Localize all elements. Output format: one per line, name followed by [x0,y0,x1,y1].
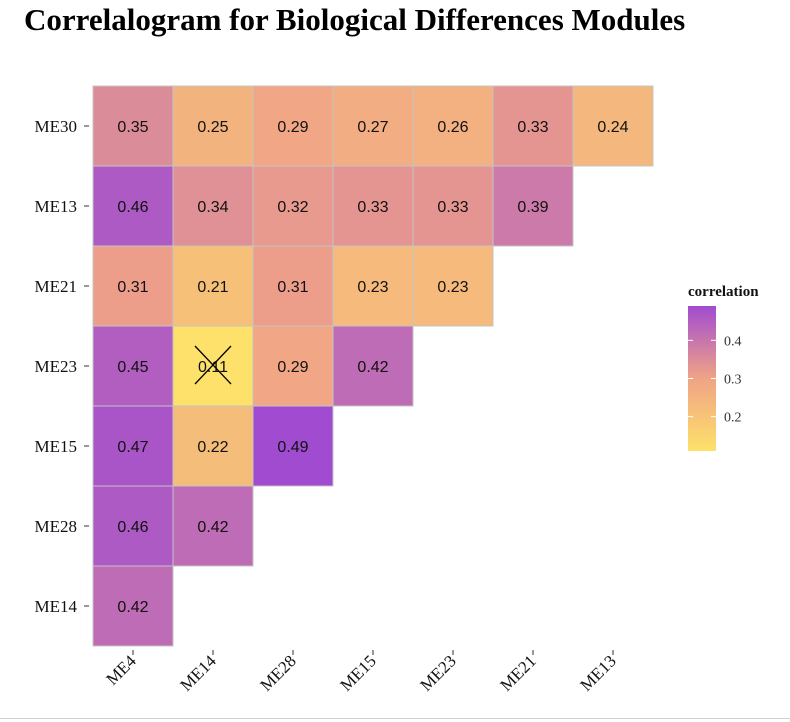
cell-value-label: 0.46 [117,199,148,216]
cell-value-label: 0.33 [357,199,388,216]
x-tick-label: ME15 [336,651,379,694]
heatmap-cell [332,245,414,327]
x-tick-label: ME28 [256,651,299,694]
legend-tick-label: 0.4 [724,334,742,349]
cell-value-label: 0.39 [517,199,548,216]
heatmap-cell [92,565,174,647]
chart-title: Correlalogram for Biological Differences… [24,2,686,37]
heatmap-cell [172,325,254,407]
heatmap-cell [172,485,254,567]
y-tick-label: ME13 [35,197,78,216]
y-tick-label: ME15 [35,437,78,456]
cell-value-label: 0.34 [197,199,228,216]
x-tick-label: ME13 [576,651,619,694]
cell-value-label: 0.26 [437,119,468,136]
cell-value-label: 0.31 [277,279,308,296]
cell-value-label: 0.21 [197,279,228,296]
heatmap-cell [252,325,334,407]
cell-value-label: 0.42 [197,519,228,536]
cell-value-label: 0.33 [437,199,468,216]
heatmap-cell [172,85,254,167]
cell-value-label: 0.31 [117,279,148,296]
y-axis: ME30 ME13 ME21 ME23 ME15 ME28 ME14 [35,117,89,616]
cell-value-label: 0.23 [357,279,388,296]
y-tick-label: ME14 [35,597,78,616]
y-tick-label: ME21 [35,277,78,296]
heatmap-cell [332,325,414,407]
cell-value-label: 0.11 [198,359,228,376]
heatmap-cell [252,165,334,247]
heatmap-cell [252,245,334,327]
cell-value-label: 0.29 [277,359,308,376]
y-tick-label: ME30 [35,117,78,136]
heatmap-cell [172,245,254,327]
cell-value-label: 0.33 [517,119,548,136]
heatmap-cell [492,165,574,247]
heatmap-cell [92,325,174,407]
heatmap-cell [92,85,174,167]
cell-value-label: 0.35 [117,119,148,136]
x-tick-label: ME14 [176,651,220,695]
heatmap-cell [252,405,334,487]
legend-tick-label: 0.3 [724,373,742,388]
x-tick-label: ME21 [496,651,539,694]
heatmap-cell [172,405,254,487]
y-tick-label: ME28 [35,517,78,536]
legend-tick-label: 0.2 [724,411,742,426]
insignificant-cross-mark [194,345,232,385]
x-tick-label: ME4 [102,651,140,689]
heatmap-cell [252,85,334,167]
cell-value-label: 0.42 [117,599,148,616]
y-tick-label: ME23 [35,357,78,376]
cell-value-label: 0.42 [357,359,388,376]
heatmap-cell [412,165,494,247]
cell-value-label: 0.23 [437,279,468,296]
heatmap-cell [92,245,174,327]
heatmap-cell [172,165,254,247]
cell-value-label: 0.24 [597,119,628,136]
heatmap-cell [412,245,494,327]
x-tick-label: ME23 [416,651,459,694]
heatmap-cell [92,165,174,247]
heatmap-cell [572,85,654,167]
cell-value-label: 0.29 [277,119,308,136]
legend: correlation 0.2 0.3 0.4 [688,284,759,451]
x-axis: ME4 ME14 ME28 ME15 ME23 ME21 ME13 [102,650,620,695]
cell-value-label: 0.45 [117,359,148,376]
cell-value-label: 0.46 [117,519,148,536]
legend-title: correlation [688,284,759,300]
heatmap-cell [92,485,174,567]
bottom-divider [0,718,790,719]
cell-value-label: 0.22 [197,439,228,456]
cell-value-label: 0.47 [117,439,148,456]
cell-value-label: 0.49 [277,439,308,456]
cell-value-label: 0.32 [277,199,308,216]
cells-layer: 0.35 0.25 0.29 0.27 0.26 0.33 0.24 0.46 0.34 0.32… [92,85,654,647]
cell-value-label: 0.27 [357,119,388,136]
cell-value-label: 0.25 [197,119,228,136]
